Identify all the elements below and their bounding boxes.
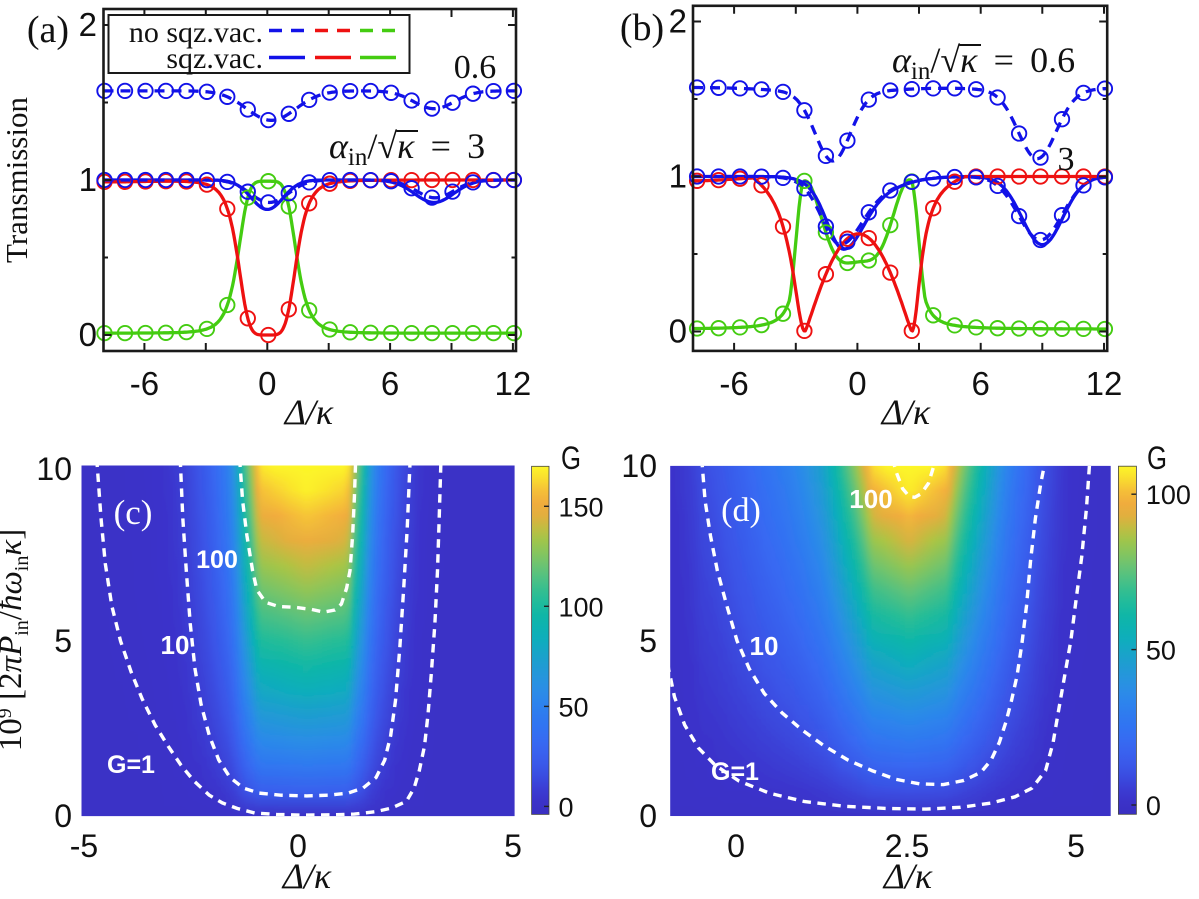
svg-text:G=1: G=1 (107, 751, 155, 779)
svg-text:150: 150 (559, 492, 604, 522)
svg-text:2.5: 2.5 (885, 828, 929, 864)
svg-text:100: 100 (1146, 480, 1191, 510)
svg-text:0: 0 (669, 313, 687, 350)
svg-text:0.6: 0.6 (454, 49, 497, 86)
svg-text:-6: -6 (719, 365, 748, 402)
svg-text:no sqz.vac.: no sqz.vac. (129, 16, 263, 49)
svg-text:5: 5 (639, 623, 657, 659)
svg-text:10: 10 (750, 631, 779, 661)
svg-text:Δ/κ: Δ/κ (281, 856, 332, 896)
svg-text:-5: -5 (70, 828, 98, 864)
svg-text:5: 5 (1067, 828, 1085, 864)
svg-text:0: 0 (1146, 791, 1161, 821)
svg-text:0: 0 (559, 792, 574, 822)
svg-text:10: 10 (621, 448, 657, 484)
svg-text:Δ/κ: Δ/κ (283, 392, 334, 432)
svg-text:12: 12 (1086, 365, 1123, 402)
svg-text:αin/√κ = 0.6: αin/√κ = 0.6 (892, 40, 1075, 85)
svg-text:(c): (c) (114, 493, 153, 532)
svg-text:0: 0 (848, 365, 866, 402)
svg-text:10: 10 (36, 451, 72, 487)
svg-text:Δ/κ: Δ/κ (882, 856, 933, 896)
svg-text:G=1: G=1 (711, 758, 759, 786)
svg-text:Transmission: Transmission (0, 97, 34, 263)
svg-text:(b): (b) (620, 7, 664, 49)
svg-text:100: 100 (196, 546, 238, 574)
svg-text:0: 0 (54, 798, 72, 834)
svg-text:(a): (a) (27, 9, 69, 51)
svg-text:G: G (561, 440, 581, 476)
svg-text:5: 5 (504, 828, 522, 864)
svg-text:Δ/κ: Δ/κ (880, 392, 931, 432)
svg-text:-6: -6 (130, 365, 159, 402)
svg-text:0: 0 (727, 828, 745, 864)
svg-text:(d): (d) (721, 492, 761, 529)
svg-text:1: 1 (669, 158, 687, 195)
svg-text:0: 0 (289, 828, 307, 864)
svg-text:2: 2 (79, 6, 97, 43)
svg-text:sqz.vac.: sqz.vac. (166, 42, 263, 75)
svg-text:3: 3 (1058, 141, 1075, 178)
svg-text:0: 0 (258, 365, 276, 402)
svg-text:12: 12 (495, 365, 532, 402)
svg-text:50: 50 (1146, 636, 1176, 666)
svg-text:G: G (1147, 440, 1167, 476)
svg-text:0: 0 (79, 316, 97, 353)
svg-text:6: 6 (972, 365, 990, 402)
svg-text:100: 100 (849, 484, 892, 514)
svg-text:1: 1 (79, 161, 97, 198)
svg-text:5: 5 (54, 623, 72, 659)
svg-text:10: 10 (161, 630, 190, 660)
svg-text:100: 100 (559, 592, 604, 622)
svg-text:αin/√κ = 3: αin/√κ = 3 (329, 126, 485, 171)
svg-text:50: 50 (559, 692, 589, 722)
svg-text:6: 6 (381, 365, 399, 402)
svg-text:2: 2 (669, 3, 687, 40)
svg-text:0: 0 (639, 798, 657, 834)
